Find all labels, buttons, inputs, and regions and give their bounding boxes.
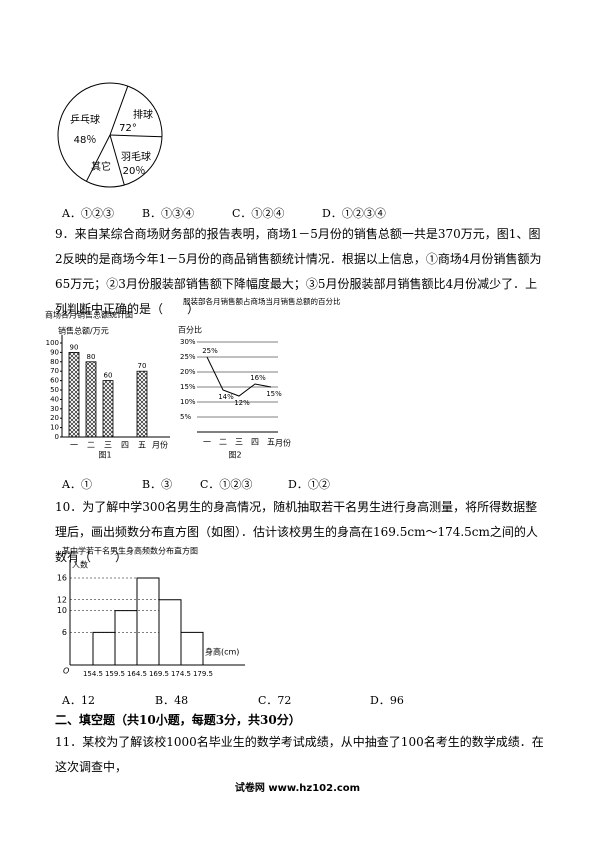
value-label: 90 <box>70 343 79 351</box>
y-tick-label: 50 <box>50 386 59 394</box>
option: C．72 <box>258 694 292 707</box>
y-tick-label: 100 <box>46 339 59 347</box>
y-tick-label: 5% <box>180 413 191 421</box>
bar <box>180 631 204 666</box>
bar <box>92 631 116 666</box>
value-label: 60 <box>104 372 113 380</box>
value-label: 70 <box>138 362 147 370</box>
y-tick-label: 15% <box>180 383 196 391</box>
fig2-title: 服装部各月销售额占商场当月销售总额的百分比 <box>183 296 341 306</box>
fig2-y-label: 百分比 <box>178 325 202 335</box>
option: C．①②③ <box>200 478 253 491</box>
y-tick-label: 10 <box>50 424 59 432</box>
option: A．①②③ <box>62 207 114 220</box>
fig3-y-label: 人数 <box>72 560 88 570</box>
y-tick-label: 25% <box>180 353 196 361</box>
y-tick-label: 30 <box>50 405 59 413</box>
x-tick-label: 三 <box>235 438 243 447</box>
x-tick-label: 174.5 <box>171 670 191 678</box>
pie-label: 羽毛球 <box>121 150 151 163</box>
value-label: 14% <box>218 393 234 401</box>
fig3-x-label: 身高(cm) <box>205 647 239 657</box>
x-tick-label: 一 <box>70 441 78 450</box>
x-tick-label: 一 <box>203 438 211 447</box>
bar <box>114 610 138 666</box>
option: D．①② <box>288 478 330 491</box>
x-tick-label: 五 <box>138 441 146 450</box>
value-label: 16% <box>250 374 266 382</box>
x-tick-label: 二 <box>219 438 227 447</box>
fig1-x-label: 月份 <box>152 440 168 450</box>
pie-label: 72° <box>119 123 137 134</box>
y-tick-label: 0 <box>55 433 59 441</box>
footer: 试卷网 www.hz102.com <box>234 783 361 794</box>
x-tick-label: 179.5 <box>193 670 213 678</box>
fig3-origin: O <box>63 667 69 676</box>
y-tick-label: 20 <box>50 414 59 422</box>
fig1-y-label: 销售总额/万元 <box>58 326 109 336</box>
y-tick-label: 60 <box>50 377 59 385</box>
x-tick-label: 四 <box>251 438 259 447</box>
bar <box>136 370 148 438</box>
option: B．③ <box>142 478 173 491</box>
pie-label: 20％ <box>123 166 146 177</box>
y-tick-label: 16 <box>57 574 67 583</box>
bar <box>136 577 160 666</box>
bar <box>68 351 80 438</box>
fig1-title: 商场各月销售总额统计图 <box>45 310 133 320</box>
y-tick-label: 12 <box>57 595 67 604</box>
y-tick-label: 20% <box>180 368 196 376</box>
fig3-title: 某中学若干名男生身高频数分布直方图 <box>62 546 198 556</box>
y-tick-label: 30% <box>180 338 196 346</box>
x-tick-label: 四 <box>121 441 129 450</box>
y-tick-label: 40 <box>50 395 59 403</box>
pie-label: 乒乓球 <box>70 113 100 126</box>
x-tick-label: 三 <box>104 441 112 450</box>
x-tick-label: 154.5 <box>83 670 103 678</box>
pie-chart <box>57 82 163 188</box>
x-tick-label: 五 <box>267 438 275 447</box>
fig1-caption: 图1 <box>98 451 111 460</box>
bar <box>85 361 97 438</box>
x-tick-label: 164.5 <box>127 670 147 678</box>
y-tick-label: 80 <box>50 358 59 366</box>
pie-label: 排球 <box>133 108 153 121</box>
value-label: 12% <box>234 399 250 407</box>
x-tick-label: 159.5 <box>105 670 125 678</box>
y-tick-label: 70 <box>50 367 59 375</box>
option: B．①③④ <box>142 207 195 220</box>
question-10: 10．为了解中学300名男生的身高情况，随机抽取若干名男生进行身高测量，将所得数… <box>55 500 538 564</box>
y-tick-label: 6 <box>62 628 67 637</box>
option: D．96 <box>370 694 404 707</box>
x-tick-label: 二 <box>87 441 95 450</box>
pie-label: 其它 <box>91 160 111 173</box>
bar <box>158 599 182 666</box>
fig2-caption: 图2 <box>228 451 241 460</box>
fig2-x-label: 月份 <box>275 438 291 448</box>
question-9: 9．来自某综合商场财务部的报告表明，商场1－5月份的销售总额一共是370万元，图… <box>55 227 542 316</box>
option: B．48 <box>155 694 189 707</box>
y-tick-label: 10 <box>57 606 67 615</box>
option: D．①②③④ <box>322 207 386 220</box>
option: A．① <box>62 478 92 491</box>
bar <box>102 380 114 438</box>
section-heading: 二、填空题（共10小题，每题3分，共30分） <box>55 713 301 727</box>
pie-label: 48％ <box>74 135 97 146</box>
x-tick-label: 169.5 <box>149 670 169 678</box>
option: A．12 <box>62 694 95 707</box>
value-label: 15% <box>266 390 282 398</box>
line <box>206 356 272 397</box>
y-tick-label: 10% <box>180 398 196 406</box>
y-tick-label: 90 <box>50 348 59 356</box>
value-label: 80 <box>87 353 96 361</box>
value-label: 25% <box>202 347 218 355</box>
question-11: 11．某校为了解该校1000名毕业生的数学考试成绩，从中抽查了100名考生的数学… <box>55 735 544 774</box>
option: C．①②④ <box>232 207 285 220</box>
